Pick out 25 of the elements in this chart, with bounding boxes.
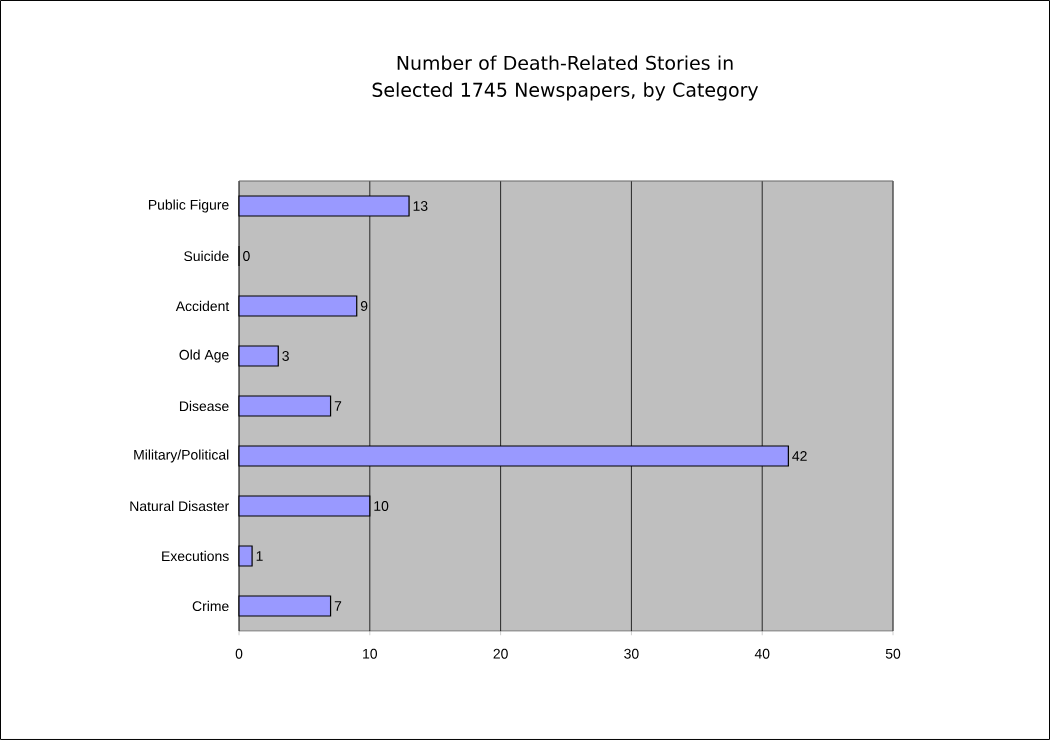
data-label: 0 [243,251,250,261]
y-tick-label: Suicide [184,250,229,262]
data-label: 9 [360,301,368,311]
data-label: 10 [374,501,389,511]
data-label: 3 [282,351,289,361]
x-tick-label: 30 [624,648,639,659]
y-tick-label: Old Age [179,349,229,363]
y-tick-label: Crime [192,600,229,612]
x-tick-label: 20 [493,648,508,659]
data-label: 42 [792,451,807,461]
y-tick-label: Executions [162,550,229,562]
data-label: 1 [256,551,263,561]
x-tick-label: 10 [363,648,378,659]
data-label: 7 [334,601,342,611]
y-tick-label: Accident [175,300,230,312]
x-tick-label: 40 [754,648,770,659]
x-tick-label: 0 [235,648,243,659]
x-tick-label: 50 [885,648,901,659]
y-tick-label: Disease [179,400,229,412]
data-label: 7 [334,401,342,411]
y-tick-label: Military/Political [134,449,229,463]
y-tick-label: Public Figure [148,199,229,213]
y-tick-label: Natural Disaster [130,500,229,512]
chart-title: Number of Death-Related Stories in Selected 1745 Newspapers, by Category [372,55,759,101]
data-label: 13 [413,201,428,211]
